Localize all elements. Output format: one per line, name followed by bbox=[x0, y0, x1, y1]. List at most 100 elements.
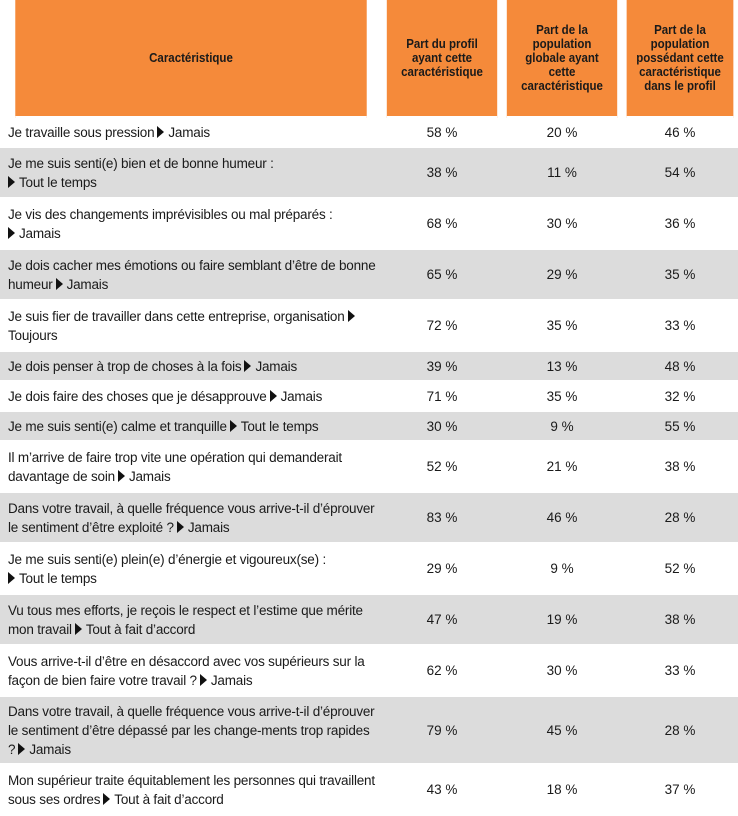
row-characteristic: Je me suis senti(e) plein(e) d’énergie e… bbox=[0, 544, 382, 595]
in-profile-share-cell: 33 % bbox=[622, 301, 738, 352]
characteristic-text: Il m’arrive de faire trop vite une opéra… bbox=[8, 449, 342, 484]
global-share-cell: 30 % bbox=[502, 646, 622, 697]
table-row: Dans votre travail, à quelle fréquence v… bbox=[0, 493, 738, 544]
global-share-cell: 19 % bbox=[502, 595, 622, 646]
characteristic-text: Mon supérieur traite équitablement les p… bbox=[8, 772, 375, 807]
profile-share-cell: 39 % bbox=[382, 352, 502, 382]
triangle-right-icon bbox=[269, 389, 277, 402]
answer-text: Jamais bbox=[187, 519, 230, 535]
table-header: Caractéristique Part du profil ayant cet… bbox=[0, 0, 738, 118]
profile-share-cell: 58 % bbox=[382, 118, 502, 148]
row-characteristic: Vu tous mes efforts, je reçois le respec… bbox=[0, 595, 382, 646]
triangle-right-icon bbox=[8, 571, 15, 584]
table-row: Dans votre travail, à quelle fréquence v… bbox=[0, 697, 738, 765]
global-share-cell: 35 % bbox=[502, 301, 622, 352]
in-profile-share-cell: 36 % bbox=[622, 199, 738, 250]
table-row: Je travaille sous pression Jamais 58 % 20… bbox=[0, 118, 738, 148]
answer-text: Jamais bbox=[255, 358, 298, 374]
table-row: Je me suis senti(e) calme et tranquille T… bbox=[0, 412, 738, 442]
profile-share-cell: 83 % bbox=[382, 493, 502, 544]
global-share-cell: 11 % bbox=[502, 148, 622, 199]
global-share-cell: 18 % bbox=[502, 765, 622, 816]
profile-share-cell: 68 % bbox=[382, 199, 502, 250]
triangle-right-icon bbox=[8, 175, 15, 188]
row-characteristic: Je dois penser à trop de choses à la foi… bbox=[0, 352, 382, 382]
answer-text: Jamais bbox=[128, 468, 171, 484]
profile-share-cell: 71 % bbox=[382, 382, 502, 412]
triangle-right-icon bbox=[229, 419, 237, 432]
answer-text: Jamais bbox=[210, 672, 253, 688]
triangle-right-icon bbox=[103, 792, 111, 805]
triangle-right-icon bbox=[55, 277, 63, 290]
triangle-right-icon bbox=[117, 469, 125, 482]
global-share-cell: 21 % bbox=[502, 442, 622, 493]
table-row: Je vis des changements imprévisibles ou … bbox=[0, 199, 738, 250]
in-profile-share-cell: 38 % bbox=[622, 442, 738, 493]
triangle-right-icon bbox=[8, 226, 15, 239]
characteristic-text: Je me suis senti(e) bien et de bonne hum… bbox=[8, 155, 274, 171]
row-characteristic: Mon supérieur traite équitablement les p… bbox=[0, 765, 382, 816]
triangle-right-icon bbox=[347, 309, 355, 322]
profile-share-cell: 62 % bbox=[382, 646, 502, 697]
characteristic-text: Je vis des changements imprévisibles ou … bbox=[8, 206, 333, 222]
global-share-cell: 29 % bbox=[502, 250, 622, 301]
row-characteristic: Je dois faire des choses que je désappro… bbox=[0, 382, 382, 412]
table-row: Je dois faire des choses que je désappro… bbox=[0, 382, 738, 412]
profile-share-cell: 47 % bbox=[382, 595, 502, 646]
answer-text: Tout à fait d’accord bbox=[114, 791, 224, 807]
header-profile-share: Part du profil ayant cette caractéristiq… bbox=[386, 0, 498, 118]
profile-share-cell: 29 % bbox=[382, 544, 502, 595]
global-share-cell: 35 % bbox=[502, 382, 622, 412]
answer-text: Jamais bbox=[66, 276, 109, 292]
in-profile-share-cell: 35 % bbox=[622, 250, 738, 301]
characteristic-text: Je me suis senti(e) plein(e) d’énergie e… bbox=[8, 551, 326, 567]
row-characteristic: Je suis fier de travailler dans cette en… bbox=[0, 301, 382, 352]
characteristic-text: Je suis fier de travailler dans cette en… bbox=[8, 308, 345, 324]
in-profile-share-cell: 28 % bbox=[622, 493, 738, 544]
answer-text: Jamais bbox=[168, 124, 210, 140]
global-share-cell: 45 % bbox=[502, 697, 622, 765]
row-characteristic: Il m’arrive de faire trop vite une opéra… bbox=[0, 442, 382, 493]
answer-text: Toujours bbox=[8, 327, 58, 343]
profile-share-cell: 72 % bbox=[382, 301, 502, 352]
header-global-share: Part de la population globale ayant cett… bbox=[506, 0, 618, 118]
answer-text: Tout le temps bbox=[19, 174, 97, 190]
characteristic-text: Je dois penser à trop de choses à la foi… bbox=[8, 358, 242, 374]
characteristic-text: Je dois faire des choses que je désappro… bbox=[8, 388, 267, 404]
characteristic-text: Je dois cacher mes émotions ou faire sem… bbox=[8, 257, 376, 292]
row-characteristic: Dans votre travail, à quelle fréquence v… bbox=[0, 493, 382, 544]
table-row: Je me suis senti(e) bien et de bonne hum… bbox=[0, 148, 738, 199]
in-profile-share-cell: 28 % bbox=[622, 697, 738, 765]
table-row: Mon supérieur traite équitablement les p… bbox=[0, 765, 738, 816]
triangle-right-icon bbox=[157, 125, 165, 138]
answer-text: Jamais bbox=[29, 741, 71, 757]
profile-share-cell: 38 % bbox=[382, 148, 502, 199]
header-characteristic: Caractéristique bbox=[15, 0, 367, 118]
in-profile-share-cell: 52 % bbox=[622, 544, 738, 595]
global-share-cell: 13 % bbox=[502, 352, 622, 382]
table-body: Je travaille sous pression Jamais 58 % 20… bbox=[0, 118, 738, 816]
answer-text: Tout à fait d’accord bbox=[85, 621, 196, 637]
table-row: Je dois cacher mes émotions ou faire sem… bbox=[0, 250, 738, 301]
characteristic-text: Dans votre travail, à quelle fréquence v… bbox=[8, 703, 375, 757]
header-row: Caractéristique Part du profil ayant cet… bbox=[0, 0, 738, 118]
in-profile-share-cell: 48 % bbox=[622, 352, 738, 382]
table-row: Je dois penser à trop de choses à la foi… bbox=[0, 352, 738, 382]
row-characteristic: Je vis des changements imprévisibles ou … bbox=[0, 199, 382, 250]
characteristic-text: Vu tous mes efforts, je reçois le respec… bbox=[8, 602, 363, 637]
global-share-cell: 46 % bbox=[502, 493, 622, 544]
characteristic-text: Dans votre travail, à quelle fréquence v… bbox=[8, 500, 375, 535]
answer-text: Tout le temps bbox=[19, 570, 97, 586]
answer-text: Jamais bbox=[19, 225, 61, 241]
in-profile-share-cell: 33 % bbox=[622, 646, 738, 697]
header-population-in-profile: Part de la population possédant cette ca… bbox=[626, 0, 734, 118]
profile-share-cell: 30 % bbox=[382, 412, 502, 442]
global-share-cell: 20 % bbox=[502, 118, 622, 148]
answer-text: Jamais bbox=[280, 388, 323, 404]
triangle-right-icon bbox=[176, 520, 184, 533]
characteristic-text: Je me suis senti(e) calme et tranquille bbox=[8, 418, 227, 434]
row-characteristic: Je me suis senti(e) calme et tranquille T… bbox=[0, 412, 382, 442]
table-row: Je me suis senti(e) plein(e) d’énergie e… bbox=[0, 544, 738, 595]
profile-share-cell: 52 % bbox=[382, 442, 502, 493]
